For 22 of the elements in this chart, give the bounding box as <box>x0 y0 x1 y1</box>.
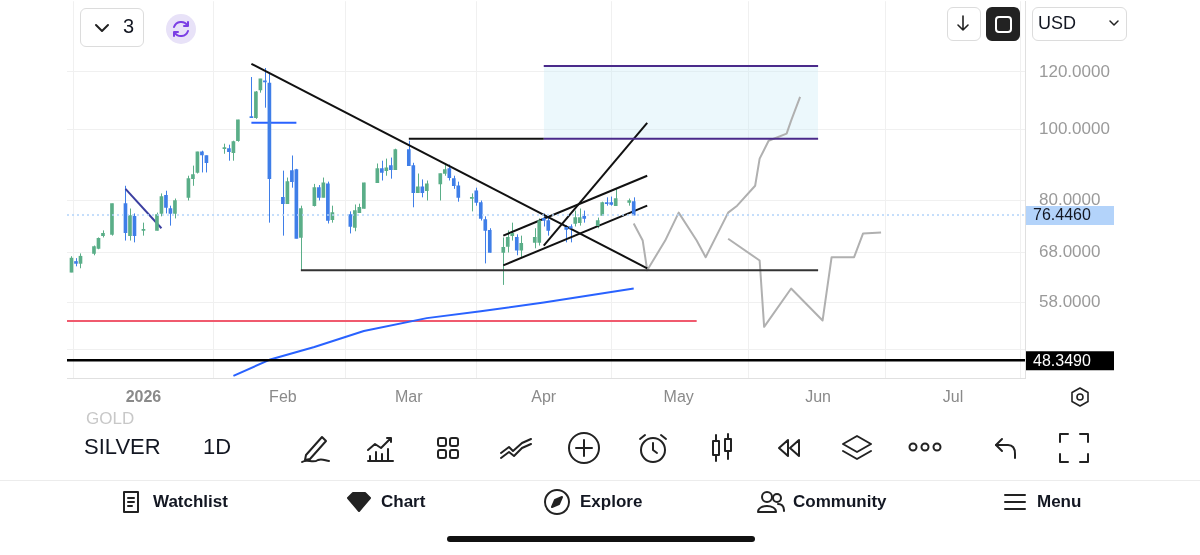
ref-line-label: 76.4460 <box>1033 206 1091 224</box>
text: Community <box>793 492 887 513</box>
ref-line-label: 48.3490 <box>1033 351 1091 369</box>
x-tick-label: Apr <box>531 388 557 406</box>
x-tick-label: Feb <box>269 388 297 406</box>
text: Explore <box>580 492 643 513</box>
x-tick-label: Jun <box>805 388 832 406</box>
x-tick-label: 2026 <box>125 388 162 406</box>
text: Watchlist <box>153 492 228 513</box>
text: 1D <box>203 434 232 461</box>
y-tick-label: 100.0000 <box>1039 119 1110 139</box>
annotation: 3 <box>123 14 135 38</box>
text: Menu <box>1037 492 1082 513</box>
text: SILVER <box>84 434 161 461</box>
x-tick-label: Mar <box>395 388 424 406</box>
x-tick-label: Jul <box>942 388 964 406</box>
y-tick-label: 120.0000 <box>1039 61 1110 81</box>
text: Chart <box>381 492 426 513</box>
text: USD <box>1038 13 1077 35</box>
x-tick-label: May <box>663 388 694 406</box>
y-tick-label: 68.0000 <box>1039 241 1101 261</box>
y-tick-label: 58.0000 <box>1039 292 1101 312</box>
